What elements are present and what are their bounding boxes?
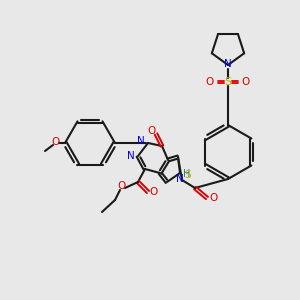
Text: S: S: [224, 77, 232, 87]
Text: N: N: [176, 174, 184, 184]
Text: S: S: [185, 170, 191, 180]
Text: N: N: [137, 136, 145, 146]
Text: H: H: [183, 169, 191, 179]
Text: O: O: [209, 193, 217, 203]
Text: N: N: [224, 59, 232, 69]
Text: O: O: [206, 77, 214, 87]
Text: O: O: [117, 181, 125, 191]
Text: O: O: [242, 77, 250, 87]
Text: O: O: [52, 137, 60, 147]
Text: O: O: [147, 126, 155, 136]
Text: O: O: [150, 187, 158, 197]
Text: N: N: [127, 151, 135, 161]
